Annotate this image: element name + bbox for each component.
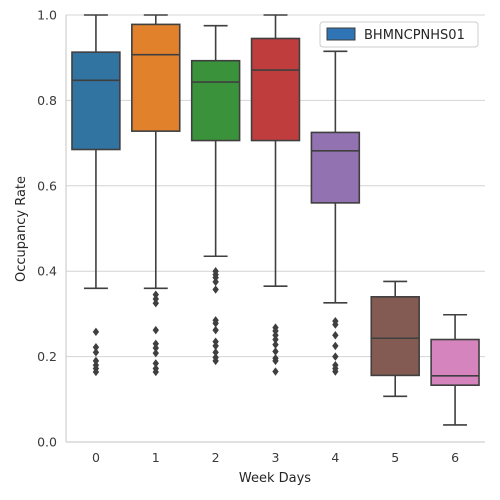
x-tick-label: 1 [152, 450, 160, 465]
axes: 0.0 0.2 0.4 0.6 0.8 1.0 0 1 2 3 4 5 6 [37, 8, 485, 465]
x-tick-label: 3 [272, 450, 280, 465]
iqr-box [190, 59, 241, 142]
x-tick-label: 4 [331, 450, 339, 465]
box-6 [430, 313, 480, 426]
outlier-point [272, 340, 279, 349]
outlier-point [332, 341, 339, 351]
outlier-point [272, 335, 279, 344]
outlier-point [212, 325, 219, 335]
iqr-box [310, 131, 361, 204]
box-1 [131, 14, 181, 377]
box-2 [190, 24, 241, 366]
outlier-point [152, 343, 159, 353]
outlier-point [152, 294, 159, 304]
outlier-point [152, 367, 159, 377]
outlier-point [212, 277, 219, 287]
box-5 [370, 280, 420, 398]
outlier-point [92, 348, 100, 357]
y-axis-label: Occupancy Rate [14, 176, 29, 282]
y-tick-label: 0.2 [37, 349, 57, 364]
iqr-box [370, 296, 420, 377]
iqr-box [131, 23, 181, 132]
x-tick-label: 5 [391, 450, 399, 465]
outlier-point [152, 348, 159, 358]
y-tick-label: 0.8 [37, 93, 57, 108]
outlier-point [152, 339, 159, 348]
y-tick-label: 0.6 [37, 178, 57, 193]
outlier-point [212, 285, 219, 294]
iqr-box [250, 37, 301, 142]
y-tick-label: 0.4 [37, 264, 57, 279]
iqr-box [430, 338, 480, 387]
outlier-point [212, 348, 219, 357]
outlier-point [332, 352, 339, 361]
box-4 [310, 50, 361, 376]
x-tick-label: 0 [92, 450, 100, 465]
y-tick-label: 0.0 [37, 435, 57, 450]
outlier-point [92, 327, 100, 337]
outlier-point [332, 331, 339, 340]
legend-label: BHMNCPNHS01 [364, 28, 465, 43]
legend-swatch [326, 27, 356, 41]
outlier-point [332, 367, 339, 376]
outlier-point [272, 326, 279, 336]
legend-frame [319, 21, 479, 48]
outlier-point [92, 343, 100, 352]
outlier-point [272, 367, 279, 376]
outlier-point [212, 341, 219, 351]
y-tick-label: 1.0 [37, 8, 57, 23]
outlier-point [152, 325, 159, 335]
x-tick-label: 2 [212, 450, 220, 465]
x-axis-label: Week Days [239, 471, 311, 486]
outlier-point [272, 347, 279, 356]
iqr-box [71, 51, 121, 151]
outlier-point [332, 320, 339, 329]
outlier-point [152, 290, 159, 299]
outlier-point [152, 359, 159, 368]
outlier-point [212, 273, 219, 282]
outlier-point [272, 356, 279, 366]
outlier-point [212, 337, 219, 346]
box-3 [250, 14, 301, 376]
outlier-point [272, 331, 279, 340]
outlier-point [152, 299, 159, 308]
outlier-point [92, 356, 100, 366]
outlier-point [92, 367, 100, 377]
box-0 [71, 14, 121, 377]
box-series [71, 14, 480, 426]
x-tick-label: 6 [451, 450, 459, 465]
outlier-point [212, 356, 219, 366]
outlier-point [212, 319, 219, 328]
legend: BHMNCPNHS01 [319, 21, 479, 48]
